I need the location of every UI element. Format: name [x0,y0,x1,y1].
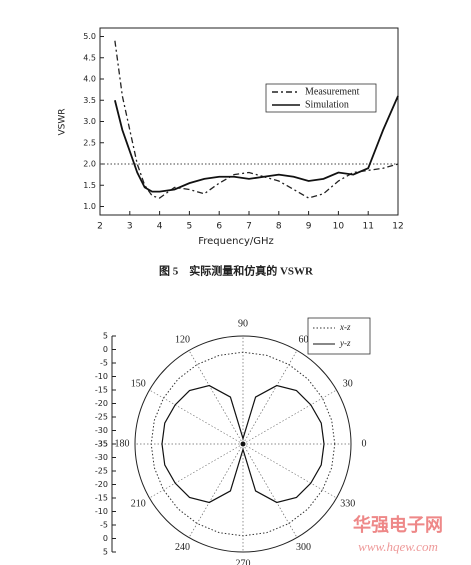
theta-tick-label: 0 [362,438,367,449]
outer-ring [134,335,352,553]
legend-label: Measurement [305,86,360,97]
spoke [242,443,298,538]
r-tick-label: -25 [95,467,108,476]
theta-tick-label: 150 [131,378,146,389]
legend-label: Simulation [305,99,349,110]
legend-label: x-z [339,322,351,332]
r-tick-label: -20 [95,480,108,489]
r-tick-label: 0 [103,534,108,543]
y-tick-label: 1.5 [83,181,96,190]
theta-tick-label: 60 [299,334,309,345]
spoke [149,443,244,499]
r-tick-label: 5 [103,548,108,557]
legend-box [265,83,377,113]
y-tick-label: 3.5 [83,96,96,105]
r-tick-label: -35 [95,440,108,449]
spoke [188,443,244,538]
r-tick-label: -35 [95,440,108,449]
figure-caption: 图 5 实际测量和仿真的 VSWR [159,264,314,278]
x-tick-label: 9 [306,222,312,232]
x-tick-label: 8 [276,222,282,232]
series-line [114,95,399,193]
r-tick-label: -15 [95,386,108,395]
y-tick-label: 2.0 [83,160,96,169]
spoke [242,350,298,445]
r-tick-label: 5 [103,332,108,341]
watermark-url: www.hqew.com [358,539,438,554]
x-tick-label: 6 [216,222,222,232]
theta-tick-label: 90 [238,318,248,329]
spoke [188,350,244,445]
watermark: 华强电子网 [353,514,443,535]
theta-tick-label: 240 [175,542,190,553]
theta-tick-label: 330 [340,498,355,509]
series-line [114,40,399,199]
r-tick-label: -30 [95,453,108,462]
y-tick-label: 2.5 [83,138,96,147]
y-tick-label: 5.0 [83,32,96,41]
spoke [242,443,337,499]
theta-tick-label: 120 [175,334,190,345]
x-tick-label: 11 [362,222,373,232]
r-tick-label: -10 [95,507,108,516]
theta-tick-label: 300 [296,542,311,553]
x-tick-label: 3 [127,222,133,232]
y-tick-label: 3.0 [83,117,96,126]
x-tick-label: 2 [97,222,103,232]
x-tick-label: 10 [333,222,345,232]
x-tick-label: 12 [392,222,403,232]
theta-tick-label: 180 [115,438,130,449]
legend-box [307,317,371,355]
theta-tick-label: 210 [131,498,146,509]
r-tick-label: -5 [100,521,108,530]
legend-label: y-z [339,338,351,348]
theta-tick-label: 270 [236,558,251,565]
r-tick-label: 0 [103,345,108,354]
r-tick-label: -25 [95,413,108,422]
r-tick-label: -10 [95,372,108,381]
center-dot [240,441,246,447]
y-tick-label: 4.5 [83,53,96,62]
r-tick-label: -15 [95,494,108,503]
series-line [150,351,336,537]
x-tick-label: 7 [246,222,252,232]
y-tick-label: 4.0 [83,75,96,84]
x-tick-label: 5 [187,222,193,232]
spoke [242,389,337,445]
theta-tick-label: 30 [343,378,353,389]
series-line [161,384,325,504]
x-tick-label: 4 [157,222,163,232]
y-axis-label: VSWR [58,108,68,135]
r-tick-label: -30 [95,426,108,435]
r-tick-label: -5 [100,359,108,368]
y-tick-label: 1.0 [83,202,96,211]
spoke [149,389,244,445]
x-axis-label: Frequency/GHz [198,236,274,247]
r-tick-label: -20 [95,399,108,408]
